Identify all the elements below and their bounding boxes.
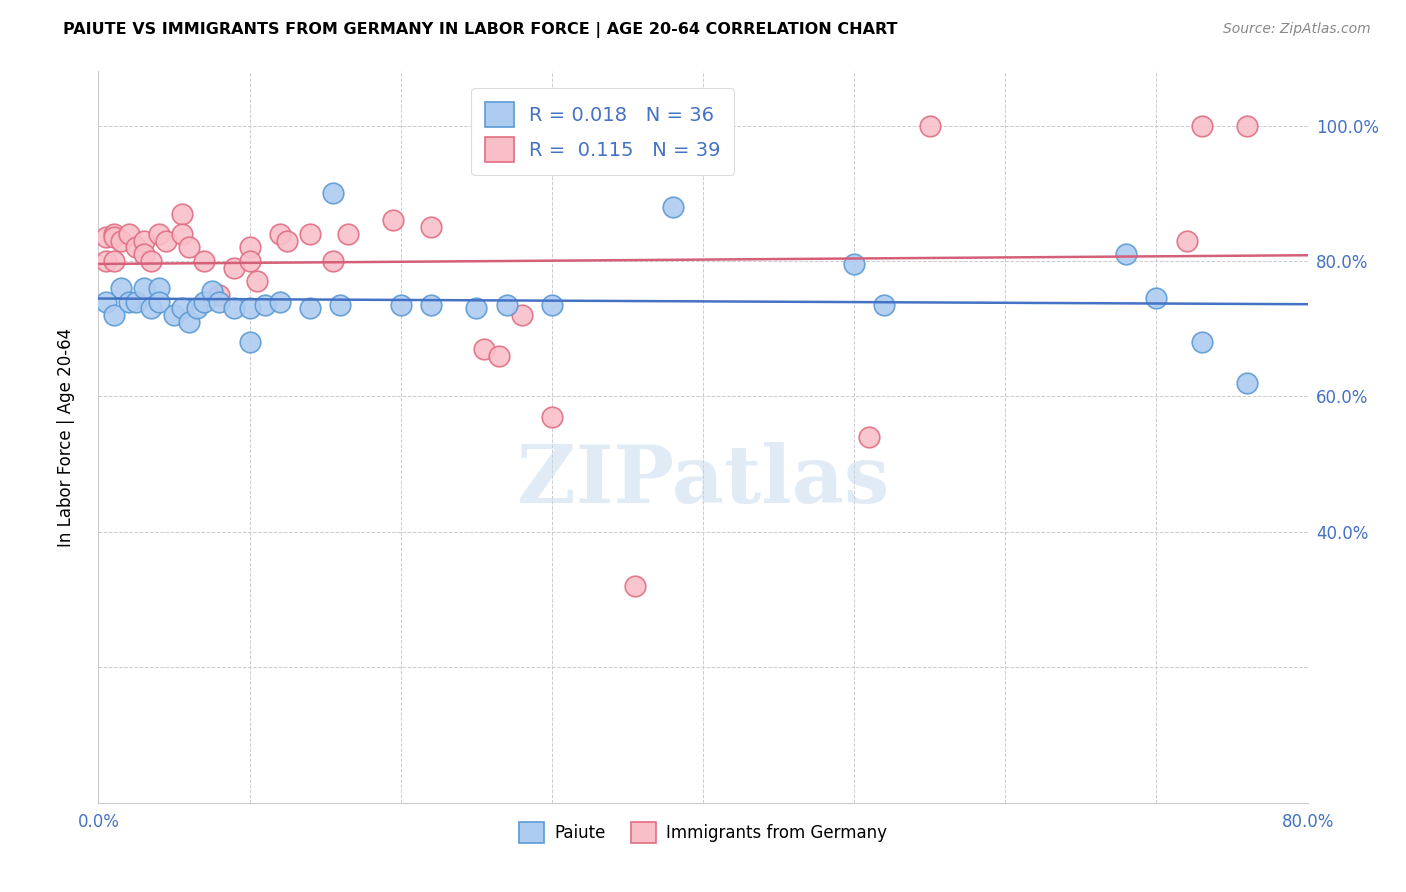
- Text: PAIUTE VS IMMIGRANTS FROM GERMANY IN LABOR FORCE | AGE 20-64 CORRELATION CHART: PAIUTE VS IMMIGRANTS FROM GERMANY IN LAB…: [63, 22, 898, 38]
- Point: [510, 308, 533, 322]
- Point: [540, 298, 562, 312]
- Point: [141, 301, 163, 316]
- Point: [389, 298, 412, 312]
- Point: [239, 301, 262, 316]
- Point: [858, 430, 880, 444]
- Point: [170, 227, 193, 241]
- Point: [148, 281, 170, 295]
- Point: [155, 234, 177, 248]
- Point: [148, 294, 170, 309]
- Point: [224, 260, 246, 275]
- Point: [488, 349, 510, 363]
- Point: [141, 254, 163, 268]
- Point: [276, 234, 298, 248]
- Point: [299, 301, 322, 316]
- Point: [253, 298, 276, 312]
- Point: [125, 294, 148, 309]
- Point: [94, 294, 117, 309]
- Point: [193, 254, 215, 268]
- Point: [322, 254, 344, 268]
- Point: [269, 227, 291, 241]
- Point: [132, 234, 155, 248]
- Point: [224, 301, 246, 316]
- Point: [201, 285, 224, 299]
- Point: [472, 342, 495, 356]
- Point: [1144, 291, 1167, 305]
- Point: [322, 186, 344, 201]
- Point: [1236, 119, 1258, 133]
- Point: [94, 254, 117, 268]
- Point: [132, 247, 155, 261]
- Point: [208, 288, 231, 302]
- Point: [1191, 335, 1213, 350]
- Point: [420, 298, 443, 312]
- Point: [495, 298, 517, 312]
- Point: [179, 315, 201, 329]
- Legend: Paiute, Immigrants from Germany: Paiute, Immigrants from Germany: [513, 815, 893, 849]
- Text: ZIPatlas: ZIPatlas: [517, 442, 889, 520]
- Point: [148, 227, 170, 241]
- Point: [170, 301, 193, 316]
- Point: [540, 409, 562, 424]
- Point: [918, 119, 941, 133]
- Point: [1115, 247, 1137, 261]
- Point: [208, 294, 231, 309]
- Point: [132, 281, 155, 295]
- Point: [179, 240, 201, 254]
- Point: [103, 308, 125, 322]
- Point: [170, 206, 193, 220]
- Point: [382, 213, 405, 227]
- Y-axis label: In Labor Force | Age 20-64: In Labor Force | Age 20-64: [56, 327, 75, 547]
- Point: [186, 301, 208, 316]
- Point: [269, 294, 291, 309]
- Point: [336, 227, 359, 241]
- Point: [465, 301, 488, 316]
- Text: Source: ZipAtlas.com: Source: ZipAtlas.com: [1223, 22, 1371, 37]
- Point: [103, 230, 125, 244]
- Point: [110, 281, 132, 295]
- Point: [193, 294, 215, 309]
- Point: [1175, 234, 1198, 248]
- Point: [239, 254, 262, 268]
- Point: [661, 200, 683, 214]
- Point: [329, 298, 352, 312]
- Point: [125, 240, 148, 254]
- Point: [239, 335, 262, 350]
- Point: [420, 220, 443, 235]
- Point: [624, 579, 647, 593]
- Point: [103, 227, 125, 241]
- Point: [844, 257, 866, 271]
- Point: [118, 227, 141, 241]
- Point: [1236, 376, 1258, 390]
- Point: [94, 230, 117, 244]
- Point: [246, 274, 269, 288]
- Point: [118, 294, 141, 309]
- Point: [299, 227, 322, 241]
- Point: [239, 240, 262, 254]
- Point: [163, 308, 186, 322]
- Point: [103, 254, 125, 268]
- Point: [1191, 119, 1213, 133]
- Point: [110, 234, 132, 248]
- Point: [873, 298, 896, 312]
